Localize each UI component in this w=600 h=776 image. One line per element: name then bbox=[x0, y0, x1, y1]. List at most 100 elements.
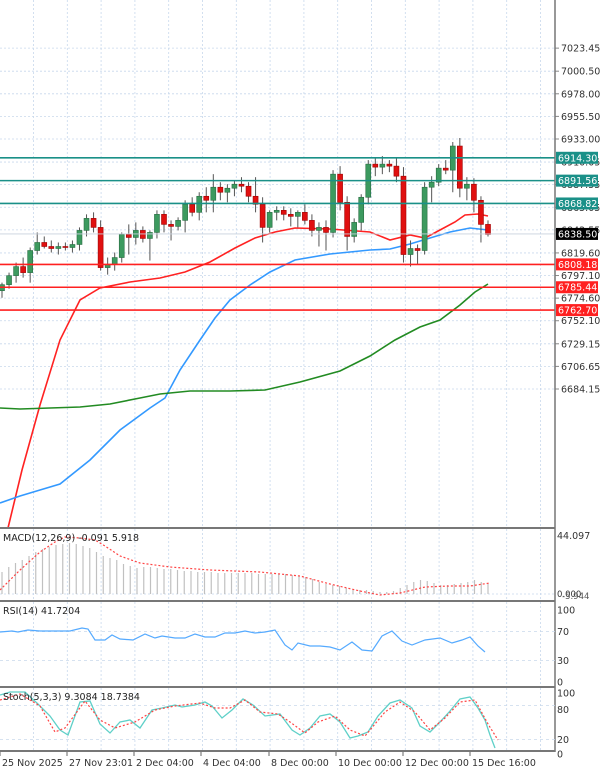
rsi-axis-tick: 30 bbox=[557, 656, 569, 667]
bullish-candle bbox=[27, 250, 33, 273]
price-tick-label: 6978.00 bbox=[561, 89, 600, 100]
level-price-label: 6914.30 bbox=[558, 153, 597, 164]
bearish-candle bbox=[344, 201, 350, 237]
bearish-candle bbox=[386, 163, 393, 167]
level-price-label: 6808.18 bbox=[558, 260, 597, 271]
macd-axis-min: -5.944 bbox=[562, 592, 589, 602]
bullish-candle bbox=[111, 257, 118, 265]
bullish-candle bbox=[428, 181, 435, 188]
bearish-candle bbox=[457, 145, 463, 189]
bearish-candle bbox=[140, 230, 146, 239]
rsi-panel[interactable]: RSI(14) 41.7204 100 70 30 0 bbox=[0, 602, 575, 689]
bearish-candle bbox=[217, 186, 224, 193]
price-tick-label: 6706.65 bbox=[561, 362, 600, 373]
price-tick-label: 6819.60 bbox=[561, 248, 600, 259]
bearish-candle bbox=[97, 227, 104, 268]
rsi-axis-tick: 70 bbox=[557, 627, 569, 638]
bearish-candle bbox=[442, 167, 449, 171]
rsi-title: RSI(14) 41.7204 bbox=[3, 606, 80, 617]
rsi-axis-tick: 100 bbox=[557, 606, 575, 617]
bullish-candle bbox=[316, 227, 322, 231]
bullish-candle bbox=[34, 242, 41, 251]
bullish-candle bbox=[358, 196, 365, 223]
bearish-candle bbox=[393, 165, 400, 177]
bearish-candle bbox=[238, 183, 245, 187]
panel-separator[interactable] bbox=[0, 527, 555, 529]
bearish-candle bbox=[203, 195, 210, 201]
bullish-candle bbox=[175, 220, 181, 227]
panel-separator[interactable] bbox=[0, 600, 555, 602]
price-tick-label: 6752.10 bbox=[561, 316, 600, 327]
bullish-candle bbox=[196, 195, 203, 213]
bullish-candle bbox=[295, 212, 301, 217]
time-axis-label: 2 Dec 04:00 bbox=[136, 758, 194, 769]
bullish-candle bbox=[76, 230, 83, 245]
bullish-candle bbox=[154, 214, 160, 233]
bearish-candle bbox=[337, 173, 343, 203]
bearish-candle bbox=[414, 248, 421, 251]
time-axis-label: 10 Dec 00:00 bbox=[338, 758, 402, 769]
price-tick-label: 6933.00 bbox=[561, 135, 600, 146]
time-axis-label: 12 Dec 00:00 bbox=[405, 758, 469, 769]
price-tick-label: 7023.45 bbox=[561, 44, 600, 55]
level-price-tag bbox=[556, 258, 598, 271]
stoch-panel[interactable]: Stoch(5,3,3) 9.3084 18.7384 100 80 20 0 bbox=[0, 688, 575, 761]
bullish-candle bbox=[231, 183, 238, 189]
panel-separator[interactable] bbox=[0, 686, 555, 688]
stoch-main-line bbox=[0, 691, 496, 749]
time-axis-label: 25 Nov 2025 bbox=[2, 758, 63, 769]
bullish-candle bbox=[55, 246, 62, 249]
macd-signal-line bbox=[0, 536, 491, 596]
bullish-candle bbox=[6, 275, 12, 285]
panel-separator[interactable] bbox=[0, 750, 555, 752]
bearish-candle bbox=[323, 227, 329, 233]
bearish-candle bbox=[189, 204, 195, 213]
bearish-candle bbox=[252, 195, 259, 205]
macd-title: MACD(12,26,9) -0.091 5.918 bbox=[3, 533, 139, 544]
level-price-label: 6891.56 bbox=[558, 176, 597, 187]
level-price-label: 6762.70 bbox=[558, 306, 597, 317]
stoch-axis-tick: 80 bbox=[557, 705, 569, 716]
bullish-candle bbox=[13, 266, 19, 276]
stoch-title: Stoch(5,3,3) 9.3084 18.7384 bbox=[3, 692, 140, 703]
price-axis: 7023.457000.506978.006955.506933.006910.… bbox=[555, 44, 600, 396]
bullish-candle bbox=[421, 186, 428, 251]
moving-average-line bbox=[0, 227, 489, 504]
main-price-panel[interactable] bbox=[0, 0, 555, 529]
bearish-candle bbox=[245, 185, 252, 197]
bearish-candle bbox=[48, 246, 55, 249]
bearish-candle bbox=[20, 266, 26, 273]
bearish-candle bbox=[478, 199, 484, 225]
bullish-candle bbox=[210, 186, 217, 201]
price-tick-label: 6797.10 bbox=[561, 271, 600, 282]
bearish-candle bbox=[485, 224, 491, 235]
current-price-label: 6838.50 bbox=[558, 229, 597, 240]
bullish-candle bbox=[118, 234, 125, 258]
bearish-candle bbox=[161, 214, 167, 225]
bearish-candle bbox=[168, 224, 174, 227]
bullish-candle bbox=[69, 244, 76, 248]
level-price-tag bbox=[556, 281, 598, 294]
bullish-candle bbox=[464, 183, 470, 189]
bearish-candle bbox=[471, 183, 477, 201]
bearish-candle bbox=[280, 210, 287, 215]
level-price-tag bbox=[556, 174, 598, 187]
moving-average-line bbox=[7, 213, 489, 529]
bearish-candle bbox=[259, 204, 266, 228]
stoch-signal-line bbox=[0, 693, 499, 741]
rsi-line bbox=[0, 627, 486, 653]
bearish-candle bbox=[125, 234, 132, 238]
level-price-label: 6785.44 bbox=[558, 283, 597, 294]
stoch-axis-tick: 0 bbox=[557, 750, 563, 761]
stoch-axis-tick: 20 bbox=[557, 735, 569, 746]
time-axis-label: 27 Nov 23:01 bbox=[69, 758, 133, 769]
macd-panel[interactable]: MACD(12,26,9) -0.091 5.918 44.097 0.000-5.… bbox=[0, 529, 590, 602]
level-price-label: 6868.82 bbox=[558, 199, 597, 210]
time-axis-label: 15 Dec 16:00 bbox=[472, 758, 536, 769]
bullish-candle bbox=[273, 210, 280, 213]
price-tick-label: 6729.15 bbox=[561, 339, 600, 350]
level-price-tag bbox=[556, 151, 598, 164]
bearish-candle bbox=[372, 163, 379, 168]
